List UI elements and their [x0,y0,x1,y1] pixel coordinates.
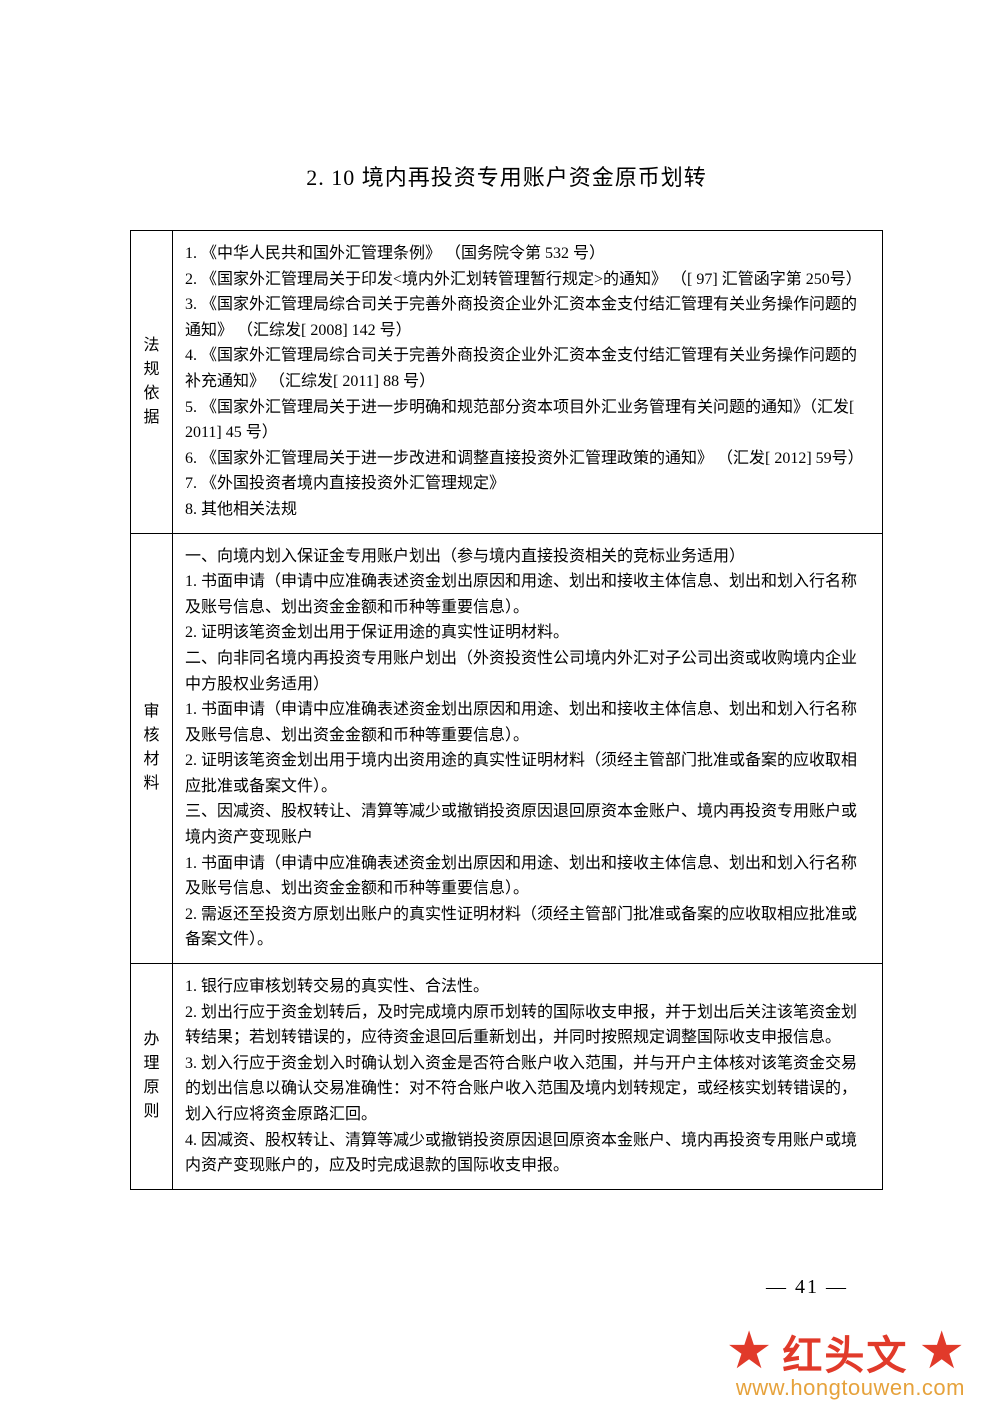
row-content-cell: 1. 《中华人民共和国外汇管理条例》 （国务院令第 532 号） 2. 《国家外… [173,231,883,534]
content-line: 2. 证明该笔资金划出用于境内出资用途的真实性证明材料（须经主管部门批准或备案的… [185,748,870,799]
label-char: 据 [143,406,160,430]
table-body: 法 规 依 据 1. 《中华人民共和国外汇管理条例》 （国务院令第 532 号）… [131,231,883,1190]
content-line: 1. 书面申请（申请中应准确表述资金划出原因和用途、划出和接收主体信息、划出和划… [185,697,870,748]
label-char: 办 [143,1028,160,1052]
content-line: 1. 银行应审核划转交易的真实性、合法性。 [185,974,870,1000]
table-row: 办 理 原 则 1. 银行应审核划转交易的真实性、合法性。 2. 划出行应于资金… [131,964,883,1190]
content-line: 1. 《中华人民共和国外汇管理条例》 （国务院令第 532 号） [185,241,870,267]
label-char: 理 [143,1052,160,1076]
watermark-url: www.hongtouwen.com [736,1375,965,1401]
page-title: 2. 10 境内再投资专用账户资金原币划转 [130,160,883,192]
watermark-text: 红头文 [782,1323,908,1381]
row-label-cell: 审 核 材 料 [131,533,173,964]
star-icon: ★ [726,1326,773,1378]
content-line: 2. 《国家外汇管理局关于印发<境内外汇划转管理暂行规定>的通知》 （[ 97]… [185,267,870,293]
label-char: 料 [143,772,160,796]
content-line: 8. 其他相关法规 [185,497,870,523]
content-line: 二、向非同名境内再投资专用账户划出（外资投资性公司境内外汇对子公司出资或收购境内… [185,646,870,697]
label-char: 核 [143,724,160,748]
label-char: 材 [143,748,160,772]
row-content-cell: 1. 银行应审核划转交易的真实性、合法性。 2. 划出行应于资金划转后，及时完成… [173,964,883,1190]
watermark: ★ 红头文 ★ [726,1323,965,1381]
content-line: 4. 《国家外汇管理局综合司关于完善外商投资企业外汇资本金支付结汇管理有关业务操… [185,343,870,394]
page-number: — 41 — [766,1276,848,1299]
content-line: 3. 《国家外汇管理局综合司关于完善外商投资企业外汇资本金支付结汇管理有关业务操… [185,292,870,343]
content-line: 3. 划入行应于资金划入时确认划入资金是否符合账户收入范围，并与开户主体核对该笔… [185,1051,870,1128]
label-char: 法 [143,334,160,358]
content-line: 1. 书面申请（申请中应准确表述资金划出原因和用途、划出和接收主体信息、划出和划… [185,851,870,902]
row-label-cell: 办 理 原 则 [131,964,173,1190]
star-icon: ★ [918,1326,965,1378]
main-table: 法 规 依 据 1. 《中华人民共和国外汇管理条例》 （国务院令第 532 号）… [130,230,883,1190]
content-line: 2. 划出行应于资金划转后，及时完成境内原币划转的国际收支申报，并于划出后关注该… [185,1000,870,1051]
table-row: 审 核 材 料 一、向境内划入保证金专用账户划出（参与境内直接投资相关的竞标业务… [131,533,883,964]
label-char: 审 [143,700,160,724]
content-line: 4. 因减资、股权转让、清算等减少或撤销投资原因退回原资本金账户、境内再投资专用… [185,1128,870,1179]
row-label-cell: 法 规 依 据 [131,231,173,534]
content-line: 6. 《国家外汇管理局关于进一步改进和调整直接投资外汇管理政策的通知》 （汇发[… [185,446,870,472]
content-line: 2. 需返还至投资方原划出账户的真实性证明材料（须经主管部门批准或备案的应收取相… [185,902,870,953]
label-char: 依 [143,382,160,406]
label-char: 规 [143,358,160,382]
content-line: 三、因减资、股权转让、清算等减少或撤销投资原因退回原资本金账户、境内再投资专用账… [185,799,870,850]
content-line: 1. 书面申请（申请中应准确表述资金划出原因和用途、划出和接收主体信息、划出和划… [185,569,870,620]
content-line: 2. 证明该笔资金划出用于保证用途的真实性证明材料。 [185,620,870,646]
content-line: 一、向境内划入保证金专用账户划出（参与境内直接投资相关的竞标业务适用） [185,544,870,570]
document-page: 2. 10 境内再投资专用账户资金原币划转 法 规 依 据 1. 《中华人民共和… [0,0,993,1190]
row-content-cell: 一、向境内划入保证金专用账户划出（参与境内直接投资相关的竞标业务适用） 1. 书… [173,533,883,964]
table-row: 法 规 依 据 1. 《中华人民共和国外汇管理条例》 （国务院令第 532 号）… [131,231,883,534]
content-line: 5. 《国家外汇管理局关于进一步明确和规范部分资本项目外汇业务管理有关问题的通知… [185,395,870,446]
label-char: 原 [143,1076,160,1100]
content-line: 7. 《外国投资者境内直接投资外汇管理规定》 [185,471,870,497]
label-char: 则 [143,1100,160,1124]
